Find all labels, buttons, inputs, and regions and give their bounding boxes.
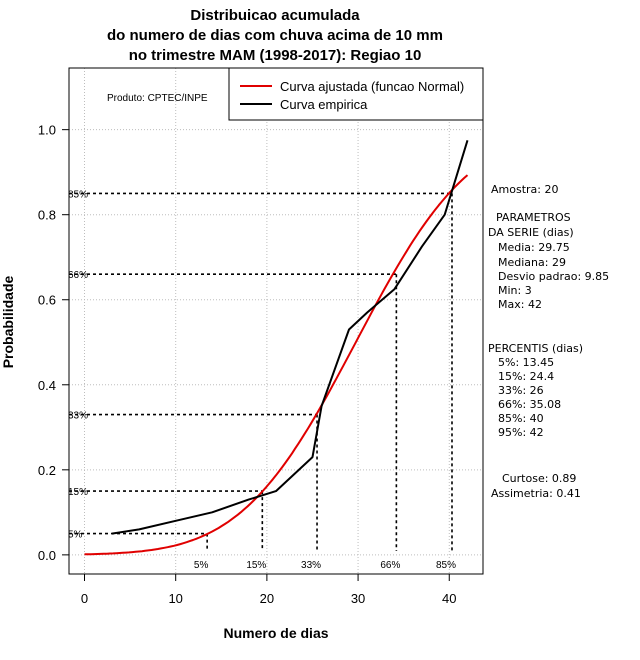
x-axis-label: Numero de dias [223, 625, 328, 641]
plot-frame [68, 67, 484, 575]
stat-param-title-1: PARAMETROS [496, 211, 571, 224]
percentile-bottom-label-1: 15% [246, 560, 266, 571]
stat-media: Media: 29.75 [498, 241, 570, 254]
x-tick-label-1: 10 [168, 591, 182, 606]
y-tick-label-4: 0.8 [38, 208, 56, 223]
stat-desvio: Desvio padrao: 9.85 [498, 270, 609, 283]
credit-text: Produto: CPTEC/INPE [107, 93, 208, 104]
stat-p95: 95%: 42 [498, 426, 544, 439]
stat-p5: 5%: 13.45 [498, 356, 554, 369]
series-statistics: Amostra: 20 PARAMETROS DA SERIE (dias) M… [488, 183, 609, 500]
y-tick-label-3: 0.6 [38, 293, 56, 308]
stat-percentis-title: PERCENTIS (dias) [488, 342, 583, 355]
percentile-bottom-label-4: 85% [436, 560, 456, 571]
chart-title-line-2: do numero de dias com chuva acima de 10 … [107, 27, 443, 44]
y-tick-label-2: 0.4 [38, 378, 56, 393]
stat-min: Min: 3 [498, 284, 532, 297]
stat-mediana: Mediana: 29 [498, 256, 566, 269]
stat-p66: 66%: 35.08 [498, 398, 561, 411]
percentile-left-label-3: 66% [68, 270, 88, 281]
legend: Curva ajustada (funcao Normal) Curva emp… [228, 67, 484, 121]
stat-assimetria: Assimetria: 0.41 [491, 487, 581, 500]
grid [69, 68, 483, 574]
percentile-bottom-label-2: 33% [301, 560, 321, 571]
x-tick-label-0: 0 [81, 591, 88, 606]
legend-label-empirical: Curva empirica [280, 97, 368, 112]
x-tick-label-2: 20 [260, 591, 274, 606]
y-tick-label-5: 1.0 [38, 123, 56, 138]
y-tick-label-0: 0.0 [38, 548, 56, 563]
data-series [84, 140, 469, 556]
percentile-left-label-2: 33% [68, 411, 88, 422]
stat-p33: 33%: 26 [498, 384, 544, 397]
percentile-left-label-4: 85% [68, 189, 88, 200]
x-tick-label-4: 40 [442, 591, 456, 606]
axis-ticks: 0 10 20 30 40 0.0 0.2 0.4 0.6 0.8 1.0 [38, 123, 457, 606]
stat-param-title-2: DA SERIE (dias) [488, 226, 574, 239]
y-tick-label-1: 0.2 [38, 463, 56, 478]
x-tick-label-3: 30 [351, 591, 365, 606]
y-axis-label: Probabilidade [0, 276, 16, 369]
stat-amostra: Amostra: 20 [491, 183, 558, 196]
legend-label-normal: Curva ajustada (funcao Normal) [280, 79, 464, 94]
stat-p85: 85%: 40 [498, 412, 544, 425]
percentile-markers: 5% 5% 15% 15% 33% 33% 66% 66% 85% 85% [68, 189, 456, 571]
percentile-bottom-label-0: 5% [194, 560, 209, 571]
percentile-bottom-label-3: 66% [380, 560, 400, 571]
stat-p15: 15%: 24.4 [498, 370, 554, 383]
stat-curtose: Curtose: 0.89 [502, 472, 576, 485]
empirical-curve [111, 140, 469, 535]
stat-max: Max: 42 [498, 298, 542, 311]
percentile-left-label-1: 15% [68, 487, 88, 498]
legend-box [228, 67, 484, 121]
chart-title-line-3: no trimestre MAM (1998-2017): Regiao 10 [129, 47, 422, 64]
percentile-left-label-0: 5% [68, 530, 83, 541]
normal-fit-curve [84, 174, 469, 556]
chart-title-line-1: Distribuicao acumulada [190, 7, 360, 24]
